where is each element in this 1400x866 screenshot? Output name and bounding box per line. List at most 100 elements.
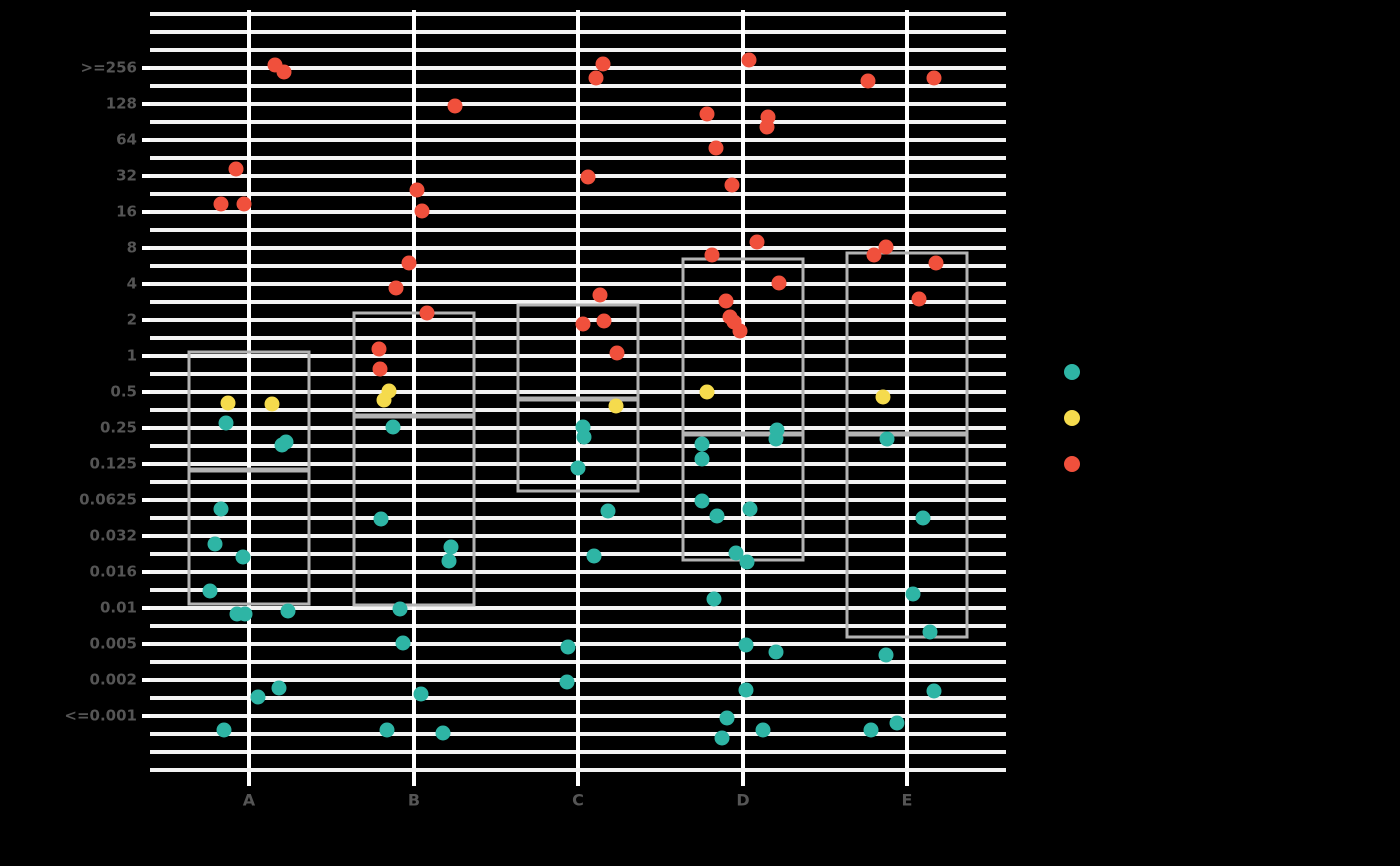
category-separator-lines <box>247 10 909 770</box>
data-point-D-intermediate <box>699 384 715 400</box>
data-point-D-high <box>718 293 734 309</box>
data-point-D-high <box>704 247 720 263</box>
data-point-B-low <box>435 725 451 741</box>
data-point-B-low <box>385 419 401 435</box>
data-point-A-low <box>271 680 287 696</box>
data-point-D-high <box>699 106 715 122</box>
data-point-D-low <box>768 644 784 660</box>
data-point-E-low <box>926 683 942 699</box>
data-point-B-high <box>414 203 430 219</box>
axis-tick-marks <box>142 66 909 786</box>
y-tick-label: 64 <box>116 131 137 149</box>
data-point-C-high <box>588 70 604 86</box>
data-point-D-low <box>768 431 784 447</box>
data-point-C-intermediate <box>608 398 624 414</box>
y-tick-label: 2 <box>127 311 137 329</box>
data-point-B-low <box>373 511 389 527</box>
data-point-A-intermediate <box>264 396 280 412</box>
data-point-B-low <box>413 686 429 702</box>
data-point-D-low <box>728 545 744 561</box>
data-point-E-high <box>928 255 944 271</box>
data-point-E-high <box>878 239 894 255</box>
data-point-E-low <box>878 647 894 663</box>
data-point-A-low <box>213 501 229 517</box>
data-point-E-high <box>926 70 942 86</box>
data-point-B-low <box>443 539 459 555</box>
y-tick-label: 4 <box>127 275 137 293</box>
box-B <box>352 311 476 607</box>
y-tick-label: 1 <box>127 347 137 365</box>
data-point-C-high <box>595 56 611 72</box>
y-tick-label: 0.0625 <box>79 491 137 509</box>
y-tick-label: 0.016 <box>90 563 137 581</box>
data-point-C-low <box>576 429 592 445</box>
legend-marker-intermediate[interactable] <box>1064 410 1080 426</box>
data-point-C-low <box>559 674 575 690</box>
data-point-B-intermediate <box>376 392 392 408</box>
data-point-B-low <box>392 601 408 617</box>
data-point-C-low <box>600 503 616 519</box>
x-axis-tick-labels: A B C D E <box>243 791 913 810</box>
data-point-A-high <box>213 196 229 212</box>
data-point-D-low <box>694 436 710 452</box>
x-tick-label-D: D <box>736 791 749 810</box>
data-point-C-high <box>580 169 596 185</box>
data-point-E-low <box>879 431 895 447</box>
data-point-D-low <box>694 451 710 467</box>
data-point-B-low <box>379 722 395 738</box>
data-point-D-low <box>738 682 754 698</box>
data-point-A-high <box>236 196 252 212</box>
data-point-D-low <box>694 493 710 509</box>
x-tick-label-C: C <box>572 791 584 810</box>
data-point-A-low <box>202 583 218 599</box>
y-tick-label: 0.032 <box>90 527 137 545</box>
y-axis-tick-labels: >=256 128 64 32 16 8 4 2 1 0.5 0.25 0.125 0.0625 0.03… <box>64 59 137 725</box>
y-tick-label: 0.25 <box>100 419 137 437</box>
x-tick-label-B: B <box>408 791 420 810</box>
chart-legend <box>1064 364 1080 472</box>
y-tick-label: 32 <box>116 167 137 185</box>
data-point-A-low <box>216 722 232 738</box>
data-point-A-high <box>228 161 244 177</box>
y-tick-label: >=256 <box>81 59 137 77</box>
data-point-D-low <box>709 508 725 524</box>
legend-marker-high[interactable] <box>1064 456 1080 472</box>
y-tick-label: 128 <box>106 95 137 113</box>
data-point-D-high <box>732 323 748 339</box>
data-point-B-high <box>409 182 425 198</box>
data-point-C-high <box>592 287 608 303</box>
x-tick-label-E: E <box>902 791 913 810</box>
y-tick-label: 0.125 <box>90 455 137 473</box>
y-tick-label: <=0.001 <box>64 707 137 725</box>
data-point-C-low <box>586 548 602 564</box>
data-point-E-high <box>860 73 876 89</box>
data-point-C-high <box>609 345 625 361</box>
y-tick-label: 0.5 <box>110 383 137 401</box>
data-point-D-low <box>755 722 771 738</box>
box-A <box>187 350 311 606</box>
data-point-E-low <box>922 624 938 640</box>
data-point-D-low <box>742 501 758 517</box>
y-tick-label: 16 <box>116 203 137 221</box>
data-points <box>202 52 944 746</box>
data-point-B-high <box>447 98 463 114</box>
data-point-A-low <box>207 536 223 552</box>
data-point-C-low <box>570 460 586 476</box>
data-point-A-low <box>280 603 296 619</box>
data-point-C-high <box>596 313 612 329</box>
data-point-B-high <box>388 280 404 296</box>
data-point-B-low <box>395 635 411 651</box>
data-point-C-high <box>575 316 591 332</box>
data-point-D-high <box>724 177 740 193</box>
legend-marker-low[interactable] <box>1064 364 1080 380</box>
data-point-A-low <box>235 549 251 565</box>
data-point-B-high <box>419 305 435 321</box>
data-point-D-low <box>739 554 755 570</box>
data-point-A-intermediate <box>220 395 236 411</box>
data-point-D-high <box>708 140 724 156</box>
data-point-A-low <box>237 606 253 622</box>
data-point-B-high <box>372 361 388 377</box>
data-point-E-low <box>889 715 905 731</box>
